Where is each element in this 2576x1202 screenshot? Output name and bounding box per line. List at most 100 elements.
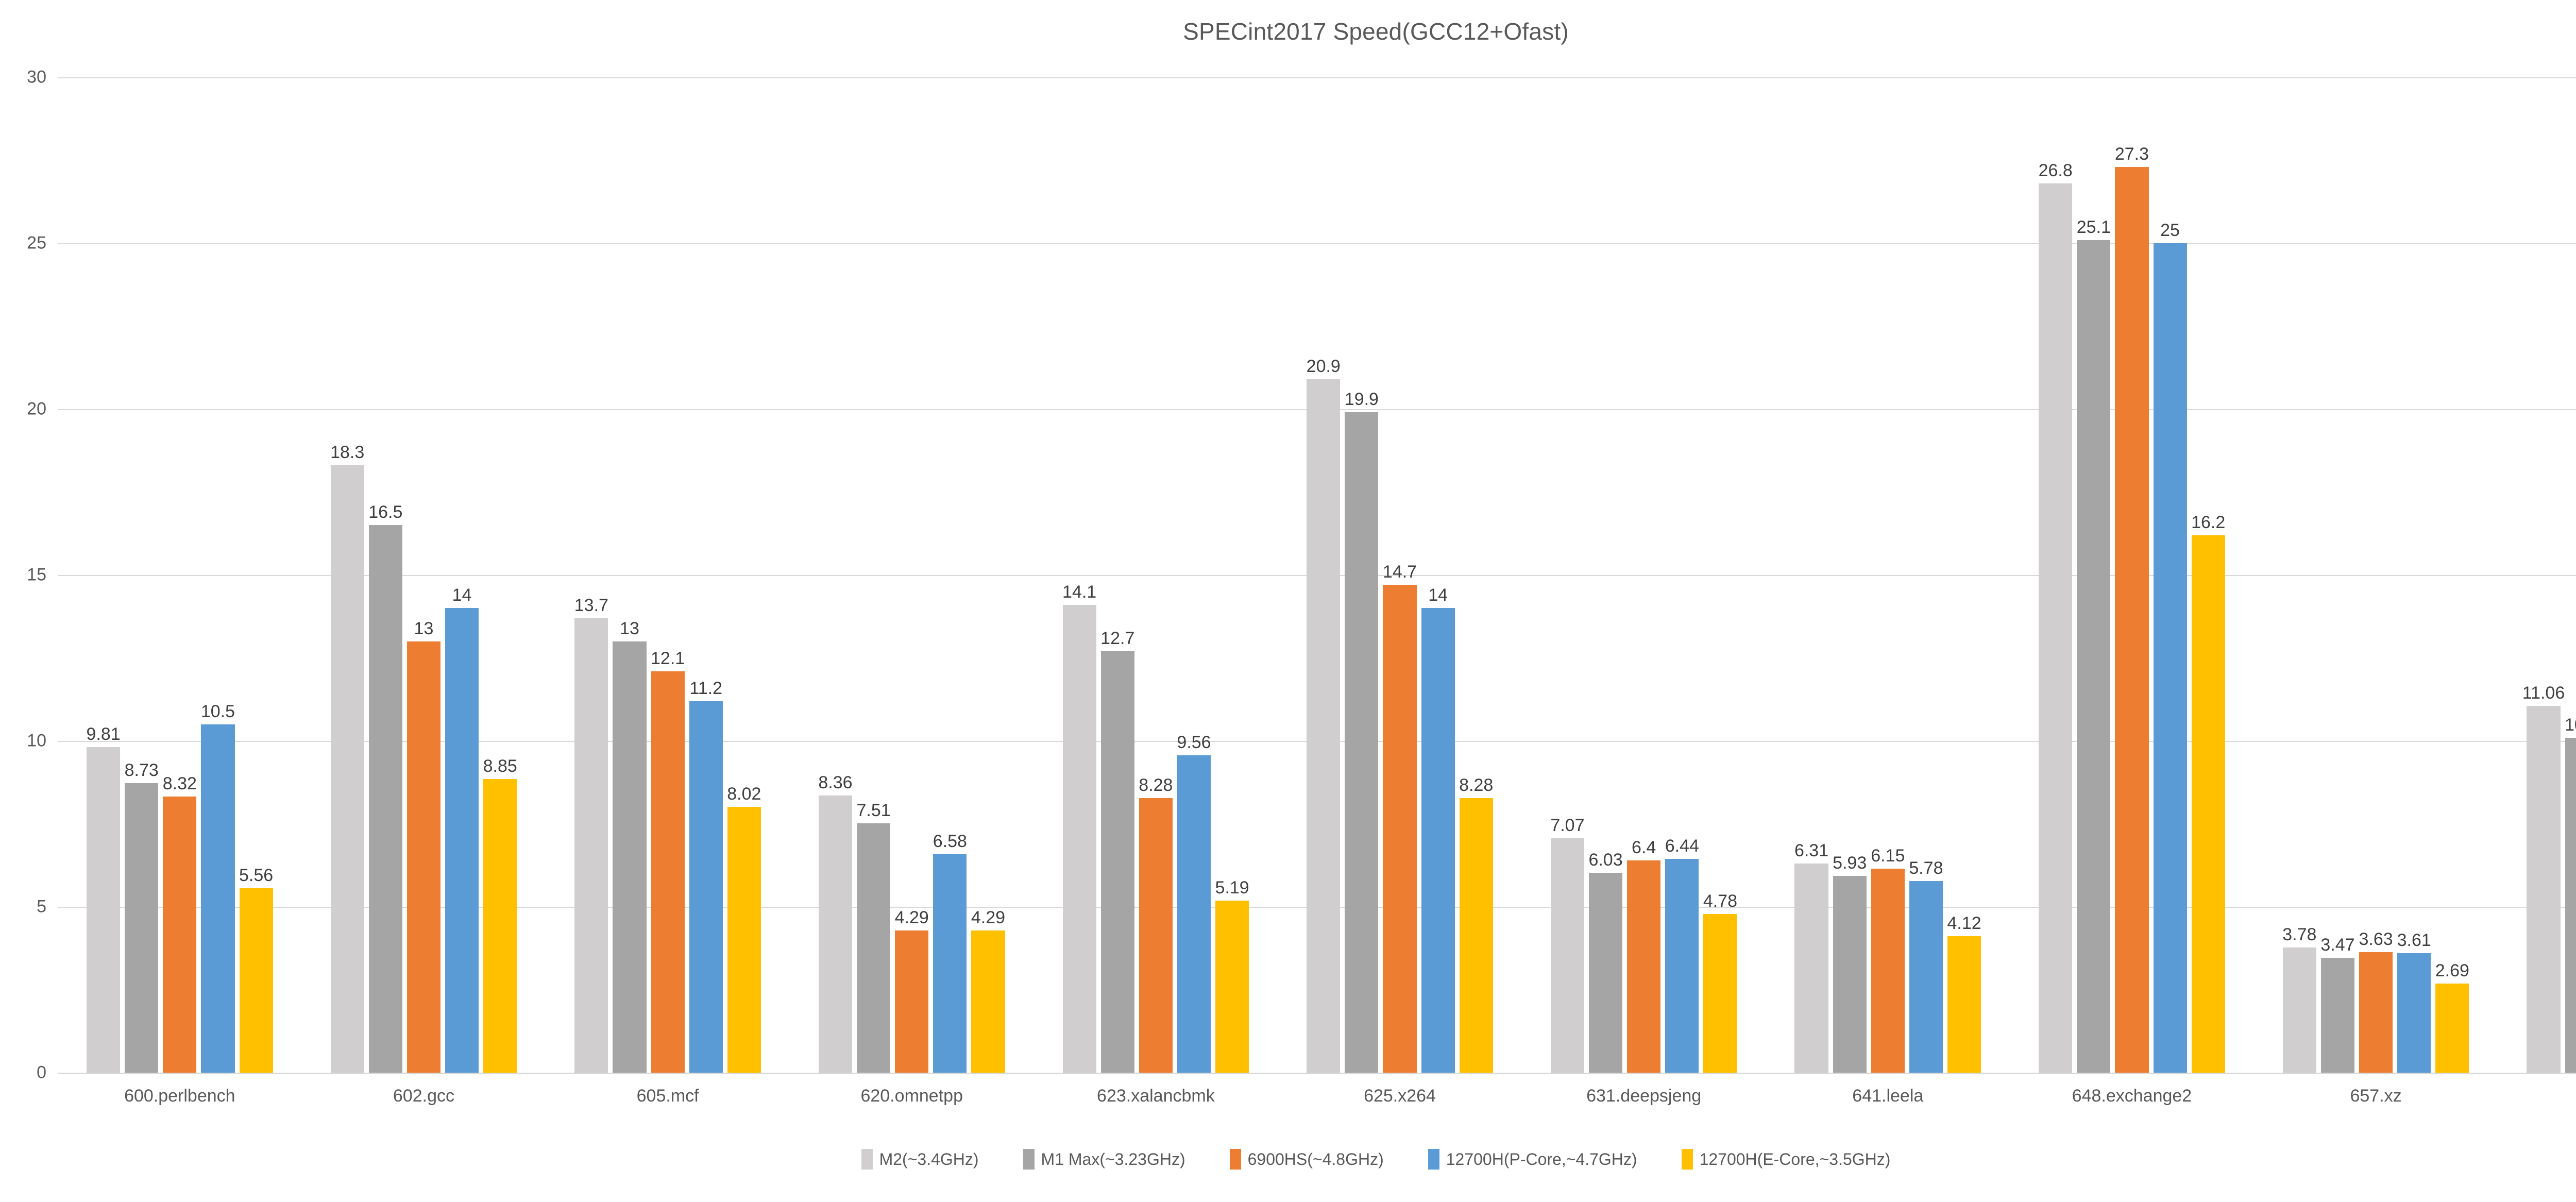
bar[interactable] (1588, 872, 1623, 1073)
bar-value-label: 11.06 (2522, 683, 2565, 703)
bar-value-label: 5.93 (1833, 853, 1867, 873)
bar[interactable] (1062, 604, 1096, 1073)
bar-value-label: 16.2 (2191, 512, 2226, 532)
bar[interactable] (1345, 412, 1379, 1073)
bar-slot: 5.56 (239, 77, 273, 1073)
bar-group: 9.81 8.73 8.32 10.5 5.56 (58, 77, 302, 1073)
bar[interactable] (574, 618, 608, 1073)
bar[interactable] (613, 641, 647, 1073)
bar[interactable] (1383, 585, 1417, 1073)
bar[interactable] (125, 783, 159, 1073)
bar-value-label: 27.3 (2114, 144, 2149, 164)
bar[interactable] (330, 465, 364, 1073)
legend-item[interactable]: 12700H(E-Core,~3.5GHz) (1681, 1149, 1890, 1170)
bar-value-label: 6.4 (1632, 837, 1656, 857)
bar-slot: 3.63 (2359, 77, 2393, 1073)
bar[interactable] (87, 747, 121, 1073)
bar-groups: 9.81 8.73 8.32 10.5 5.56 18.3 16.5 13 14 8.85 13.7… (58, 77, 2576, 1073)
bar[interactable] (163, 797, 197, 1073)
bar-slot: 7.51 (857, 77, 891, 1073)
bar-slot: 27.3 (2114, 77, 2149, 1073)
bar-slot: 5.19 (1215, 77, 1249, 1073)
bar-slot: 14 (445, 77, 479, 1073)
bar[interactable] (1421, 608, 1455, 1073)
bar-group-bars: 20.9 19.9 14.7 14 8.28 (1278, 77, 1522, 1073)
legend-swatch-icon (1023, 1149, 1035, 1170)
bar[interactable] (689, 701, 723, 1073)
bar[interactable] (1947, 936, 1981, 1073)
bar-slot: 20.9 (1307, 77, 1341, 1073)
bar-group-bars: 11.0610.18.759.316.02 (2498, 77, 2576, 1073)
bar-group: 20.9 19.9 14.7 14 8.28 (1278, 77, 1522, 1073)
bar[interactable] (2527, 705, 2561, 1073)
bar[interactable] (1459, 798, 1493, 1073)
bar[interactable] (727, 806, 761, 1073)
bar[interactable] (201, 724, 235, 1073)
bar[interactable] (1139, 798, 1173, 1073)
bar[interactable] (2153, 243, 2187, 1073)
bar[interactable] (1627, 860, 1661, 1073)
legend-item[interactable]: M2(~3.4GHz) (861, 1149, 979, 1170)
bar-value-label: 8.36 (818, 772, 853, 792)
bar-value-label: 4.78 (1703, 891, 1737, 911)
bar[interactable] (1307, 379, 1341, 1073)
bar[interactable] (2359, 952, 2393, 1073)
bar[interactable] (239, 888, 273, 1073)
bar-value-label: 3.61 (2397, 930, 2431, 950)
bar[interactable] (368, 525, 402, 1073)
bar[interactable] (933, 854, 967, 1073)
x-axis-tick-label: Overall (2498, 1086, 2576, 1106)
gridline (58, 243, 2576, 244)
bar[interactable] (1100, 651, 1134, 1073)
bar[interactable] (1703, 914, 1737, 1073)
legend-item[interactable]: 6900HS(~4.8GHz) (1229, 1149, 1384, 1170)
legend-item[interactable]: M1 Max(~3.23GHz) (1023, 1149, 1185, 1170)
bar-slot: 6.44 (1665, 77, 1699, 1073)
bar-value-label: 8.85 (483, 756, 517, 776)
bar[interactable] (2397, 953, 2431, 1073)
bar[interactable] (857, 823, 891, 1073)
legend-swatch-icon (861, 1149, 873, 1170)
bar[interactable] (2435, 983, 2469, 1073)
bar-group-bars: 9.81 8.73 8.32 10.5 5.56 (58, 77, 302, 1073)
legend-swatch-icon (1681, 1149, 1693, 1170)
bar[interactable] (2282, 947, 2316, 1073)
bar-value-label: 4.29 (971, 907, 1006, 927)
bar[interactable] (483, 779, 517, 1073)
y-axis-tick-label: 20 (27, 399, 46, 419)
bar[interactable] (2115, 166, 2149, 1073)
bar[interactable] (2077, 240, 2111, 1073)
bar-group: 7.07 6.03 6.4 6.44 4.78 (1522, 77, 1766, 1073)
bar[interactable] (1833, 876, 1867, 1073)
bar[interactable] (1794, 863, 1828, 1073)
bar-group: 13.7 13 12.1 11.2 8.02 (546, 77, 790, 1073)
bar[interactable] (971, 930, 1005, 1073)
bar[interactable] (1871, 868, 1905, 1073)
bar-slot: 8.32 (163, 77, 197, 1073)
bar-slot: 8.28 (1459, 77, 1493, 1073)
bar[interactable] (2191, 535, 2225, 1073)
bar-value-label: 10.1 (2565, 715, 2576, 735)
bar[interactable] (651, 671, 685, 1073)
bar-slot: 11.06 (2522, 77, 2565, 1073)
bar[interactable] (1550, 838, 1584, 1073)
bar-value-label: 25 (2160, 221, 2180, 240)
bar[interactable] (2320, 957, 2355, 1073)
bar[interactable] (1665, 859, 1699, 1073)
bar[interactable] (1215, 900, 1249, 1073)
x-axis-tick-label: 605.mcf (636, 1086, 699, 1106)
bar[interactable] (895, 930, 929, 1073)
bar[interactable] (445, 608, 479, 1073)
bar[interactable] (2565, 737, 2576, 1073)
bar[interactable] (818, 795, 853, 1073)
legend-item[interactable]: 12700H(P-Core,~4.7GHz) (1428, 1149, 1637, 1170)
bar-slot: 13 (406, 77, 441, 1073)
bar-value-label: 13.7 (574, 595, 608, 615)
bar-value-label: 2.69 (2435, 960, 2469, 980)
bar[interactable] (1909, 881, 1943, 1073)
bar[interactable] (1177, 755, 1211, 1073)
bar[interactable] (2039, 183, 2073, 1073)
bar[interactable] (406, 641, 441, 1073)
x-axis-tick-label: 600.perlbench (124, 1086, 235, 1106)
